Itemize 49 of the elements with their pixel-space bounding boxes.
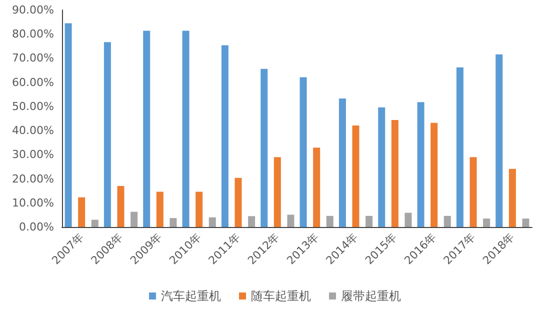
bar: [391, 120, 398, 227]
bar: [104, 42, 111, 227]
bar: [456, 67, 464, 227]
bar: [64, 23, 72, 227]
bar: [313, 148, 320, 227]
bar: [338, 98, 346, 227]
legend-label: 履带起重机: [341, 289, 401, 303]
legend-label: 汽车起重机: [161, 289, 221, 303]
bar: [444, 216, 451, 227]
bar: [130, 212, 138, 227]
bar: [117, 186, 124, 227]
bar: [404, 212, 412, 227]
bar: [156, 192, 164, 227]
legend-label: 随车起重机: [251, 289, 311, 303]
y-tick-label: 60.00%: [12, 76, 54, 89]
bar: [378, 107, 386, 227]
y-tick-label: 80.00%: [12, 28, 54, 41]
bar: [470, 157, 477, 227]
bar: [196, 192, 203, 227]
bar: [352, 125, 360, 227]
bar: [300, 77, 307, 227]
bar: [326, 216, 334, 227]
y-tick-label: 40.00%: [12, 124, 54, 138]
y-tick-label: 50.00%: [12, 100, 54, 113]
y-tick-label: 30.00%: [12, 148, 54, 162]
bar: [182, 30, 190, 227]
y-tick-label: 0.00%: [19, 220, 54, 234]
bar: [208, 217, 216, 227]
bar: [221, 45, 228, 227]
bar: [260, 68, 268, 227]
y-tick-label: 10.00%: [12, 196, 54, 210]
bar: [274, 157, 281, 227]
bar: [522, 218, 530, 227]
bar: [417, 102, 424, 227]
bar: [248, 216, 256, 227]
y-tick-label: 20.00%: [12, 172, 54, 186]
y-tick-label: 90.00%: [12, 4, 54, 16]
bar: [170, 218, 177, 227]
y-tick-label: 70.00%: [12, 52, 54, 65]
bar: [234, 178, 242, 227]
bar: [508, 168, 516, 227]
bar: [143, 30, 150, 227]
bar: [496, 54, 503, 227]
bar: [91, 220, 98, 227]
bar: [78, 197, 86, 227]
bar: [430, 122, 438, 227]
bar: [287, 214, 294, 227]
bar: [483, 218, 490, 227]
bar: [366, 216, 373, 227]
